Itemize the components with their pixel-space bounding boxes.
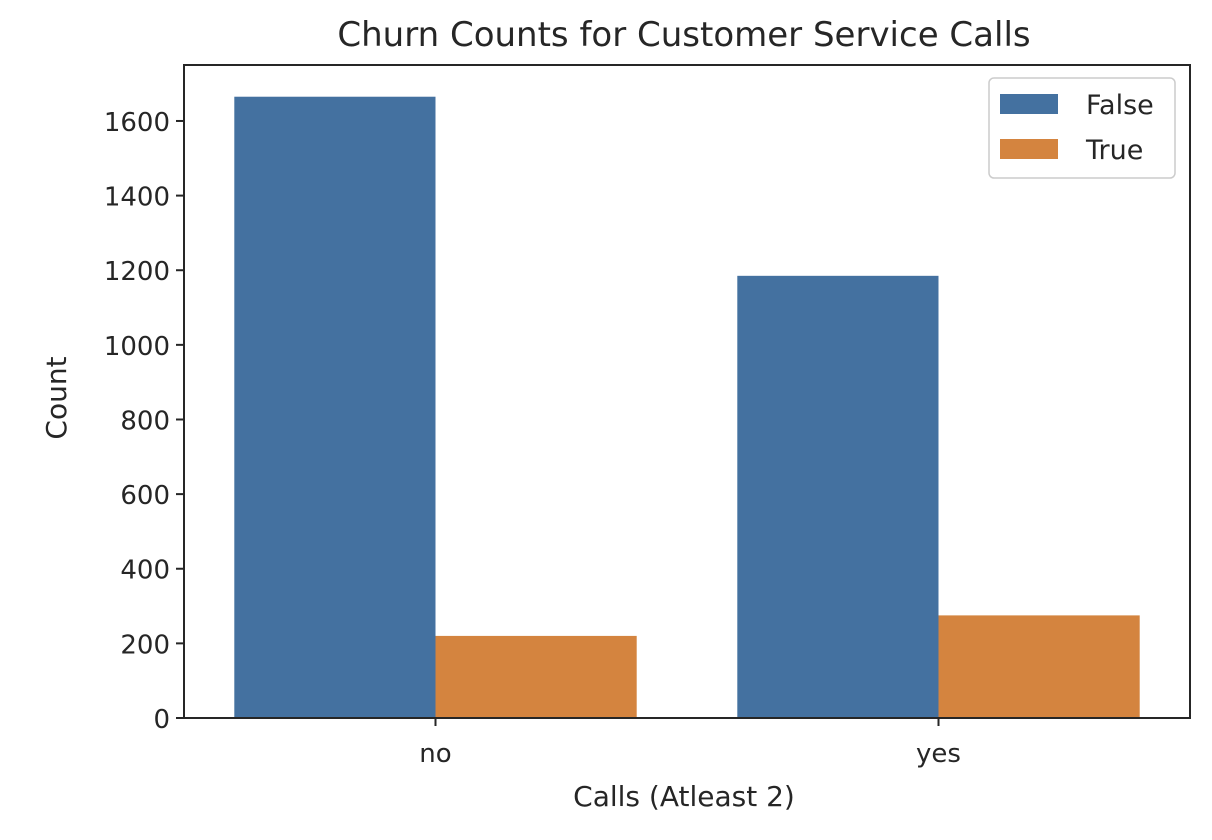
y-tick-label: 800 (120, 406, 170, 436)
x-tick-label: no (419, 739, 451, 769)
x-axis-label: Calls (Atleast 2) (573, 780, 795, 813)
bar-no-false (234, 96, 436, 718)
y-tick-label: 1400 (104, 183, 170, 213)
legend-swatch-false (1000, 94, 1058, 114)
legend: False True (988, 77, 1176, 179)
y-axis-ticks: 0 200 400 600 800 1000 1200 1400 1600 (104, 108, 184, 735)
y-tick-label: 400 (120, 556, 170, 586)
x-axis-ticks: no yes (419, 718, 961, 769)
bar-yes-false (737, 275, 939, 718)
chart-title: Churn Counts for Customer Service Calls (337, 15, 1030, 55)
bar-no-true (435, 635, 637, 718)
y-tick-label: 0 (153, 705, 170, 735)
legend-label-true: True (1085, 135, 1143, 166)
y-tick-label: 1000 (104, 332, 170, 362)
y-tick-label: 600 (120, 481, 170, 511)
bars-group (234, 96, 1140, 718)
legend-label-false: False (1086, 90, 1154, 121)
x-tick-label: yes (916, 739, 961, 769)
bar-yes-true (938, 615, 1140, 718)
legend-swatch-true (1000, 139, 1058, 159)
y-axis-label: Count (40, 356, 73, 439)
plot-frame (183, 64, 1191, 719)
y-tick-label: 1200 (104, 257, 170, 287)
y-tick-label: 1600 (104, 108, 170, 138)
y-tick-label: 200 (120, 630, 170, 660)
